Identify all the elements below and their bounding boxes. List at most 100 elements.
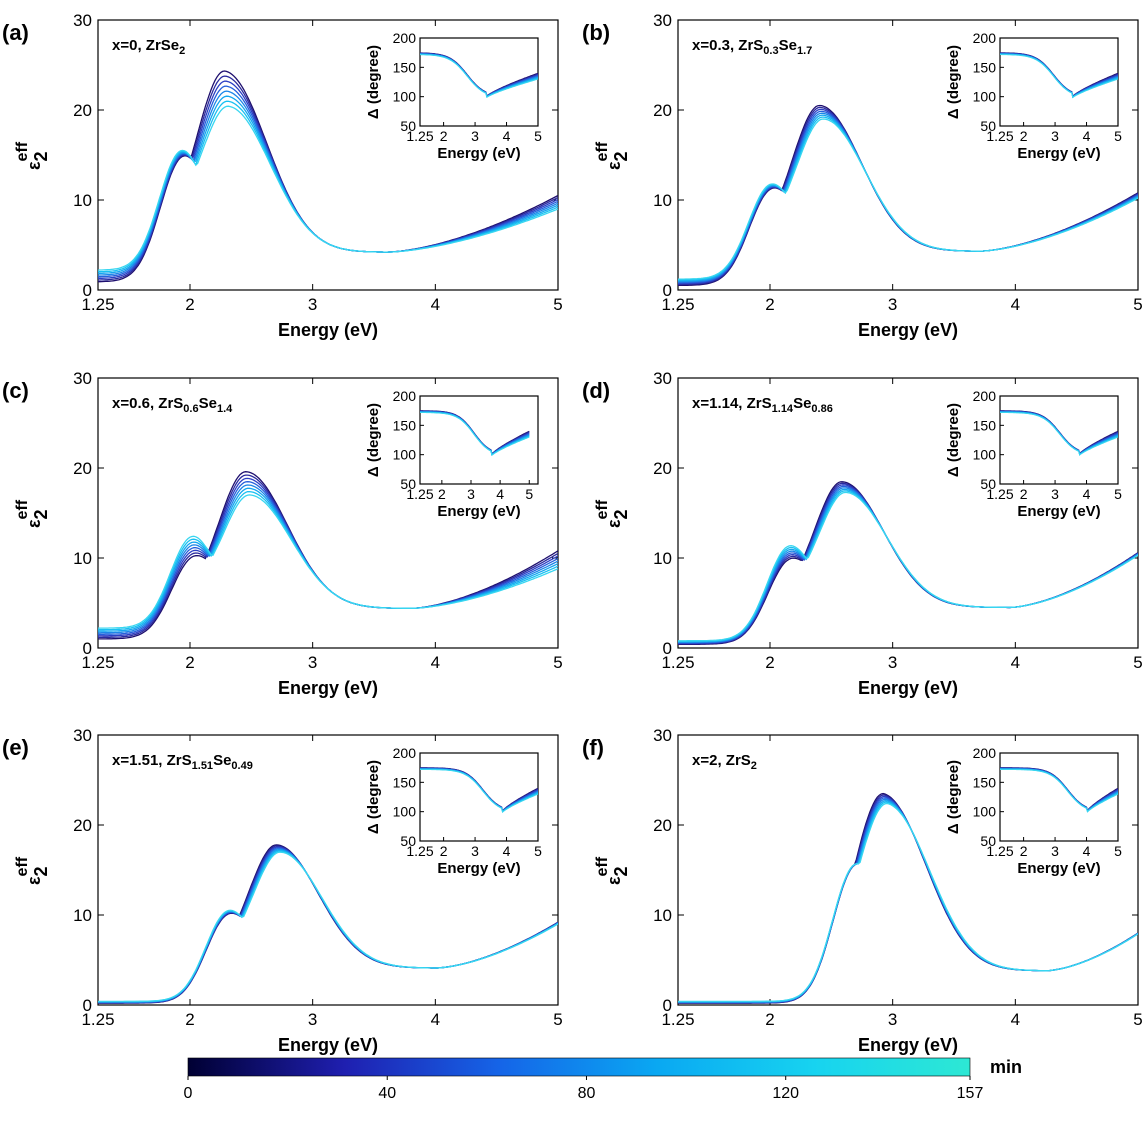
x-tick-label: 5 (553, 1010, 562, 1029)
inset-series-line-7 (1000, 411, 1118, 456)
inset-series-line-7 (1000, 768, 1118, 813)
series-group (98, 844, 558, 1004)
inset-x-tick-label: 2 (440, 843, 448, 859)
inset-x-tick-label: 1.25 (406, 486, 433, 502)
inset-y-tick-label: 150 (973, 417, 997, 433)
series-line-1 (678, 106, 1138, 286)
inset-series-line-1 (420, 767, 538, 812)
series-line-2 (678, 108, 1138, 285)
inset-x-axis-title: Energy (eV) (437, 860, 520, 877)
plot-frame (677, 377, 1139, 649)
x-tick-label: 3 (888, 295, 897, 314)
x-axis-title: Energy (eV) (858, 320, 958, 340)
inset-y-axis-title: Δ (degree) (945, 403, 962, 477)
colorbar-tick-label: 120 (772, 1085, 799, 1102)
y-tick-label: 0 (83, 281, 92, 300)
inset-series-line-1 (420, 52, 538, 97)
x-tick-label: 4 (431, 653, 440, 672)
inset-series-line-2 (1000, 767, 1118, 812)
plot-frame (677, 19, 1139, 291)
inset-series-line-5 (1000, 53, 1118, 99)
plot-frame (97, 734, 559, 1006)
plot-frame (677, 734, 1139, 1006)
inset-y-tick-label: 200 (393, 388, 417, 404)
x-tick-label: 1.25 (81, 653, 114, 672)
x-axis-title: Energy (eV) (278, 320, 378, 340)
inset-series-line-6 (420, 768, 538, 813)
series-line-5 (678, 800, 1138, 1003)
inset-x-tick-label: 4 (503, 843, 511, 859)
panel-label: (c) (2, 378, 29, 403)
inset-y-tick-label: 50 (980, 833, 996, 849)
colorbar-unit: min (990, 1057, 1022, 1077)
panel-label: (d) (582, 378, 610, 403)
inset-x-axis-title: Energy (eV) (1017, 860, 1100, 877)
x-tick-label: 4 (431, 295, 440, 314)
y-tick-label: 10 (653, 191, 672, 210)
inset-series-line-2 (420, 52, 538, 98)
series-line-3 (678, 797, 1138, 1004)
inset-series-line-3 (1000, 767, 1118, 812)
inset-x-tick-label: 5 (1114, 843, 1122, 859)
x-tick-label: 3 (308, 1010, 317, 1029)
inset-y-tick-label: 50 (400, 833, 416, 849)
y-axis-title: ε2eff (14, 141, 51, 170)
inset: 50 100 150 200 1.25 2 3 4 5 Energy (eV) Δ (degree) (365, 30, 542, 162)
x-tick-label: 2 (765, 653, 774, 672)
inset: 50 100 150 200 1.25 2 3 4 5 Energy (eV) Δ (degree) (945, 388, 1122, 520)
plot-frame (97, 19, 559, 291)
x-axis-title: Energy (eV) (278, 1035, 378, 1055)
series-line-4 (678, 112, 1138, 283)
inset-series-line-5 (420, 768, 538, 813)
series-line-2 (98, 477, 558, 637)
inset-y-tick-label: 200 (393, 30, 417, 46)
x-tick-label: 3 (308, 295, 317, 314)
y-tick-label: 20 (653, 816, 672, 835)
inset-series-group (1000, 52, 1118, 99)
inset-frame (999, 752, 1119, 842)
panel-label: (f) (582, 735, 604, 760)
x-axis-title: Energy (eV) (858, 1035, 958, 1055)
y-tick-label: 30 (653, 11, 672, 30)
y-tick-label: 20 (653, 101, 672, 120)
inset-series-line-6 (420, 53, 538, 98)
inset-y-tick-label: 100 (973, 447, 997, 463)
inset-series-group (420, 52, 538, 99)
series-line-0 (98, 471, 558, 640)
inset-frame (999, 37, 1119, 127)
series-line-7 (678, 118, 1138, 280)
x-tick-label: 4 (1011, 295, 1020, 314)
inset-y-tick-label: 150 (393, 774, 417, 790)
inset-x-tick-label: 2 (1020, 128, 1028, 144)
y-tick-label: 20 (73, 816, 92, 835)
x-axis-title: Energy (eV) (278, 678, 378, 698)
y-tick-label: 20 (653, 459, 672, 478)
inset-x-tick-label: 2 (1020, 486, 1028, 502)
inset-x-tick-label: 1.25 (406, 128, 433, 144)
inset-y-tick-label: 200 (973, 388, 997, 404)
y-axis-title: ε2eff (14, 499, 51, 528)
plot-frame (97, 377, 559, 649)
series-line-3 (678, 110, 1138, 284)
inset-series-line-7 (420, 768, 538, 813)
y-tick-label: 10 (653, 549, 672, 568)
inset-y-tick-label: 50 (400, 476, 416, 492)
series-line-7 (678, 802, 1138, 1003)
inset: 50 100 150 200 1.25 2 3 4 5 Energy (eV) Δ (degree) (945, 30, 1122, 162)
inset-series-line-5 (1000, 768, 1118, 813)
series-line-6 (678, 801, 1138, 1003)
panel-e: (e) 0 10 20 30 1.25 2 3 4 5 Energy (eV) ε2eff x=1.51… (2, 726, 563, 1055)
inset-y-tick-label: 100 (973, 89, 997, 105)
series-group (98, 70, 558, 283)
inset-series-line-5 (420, 53, 538, 98)
inset-x-axis-title: Energy (eV) (437, 503, 520, 520)
y-tick-label: 30 (73, 726, 92, 745)
inset-y-tick-label: 50 (980, 118, 996, 134)
y-tick-label: 20 (73, 101, 92, 120)
x-tick-label: 5 (553, 653, 562, 672)
colorbar-gradient (187, 1057, 971, 1077)
inset-series-line-3 (420, 53, 538, 98)
inset-series-line-0 (420, 767, 538, 812)
inset-x-tick-label: 5 (525, 486, 533, 502)
